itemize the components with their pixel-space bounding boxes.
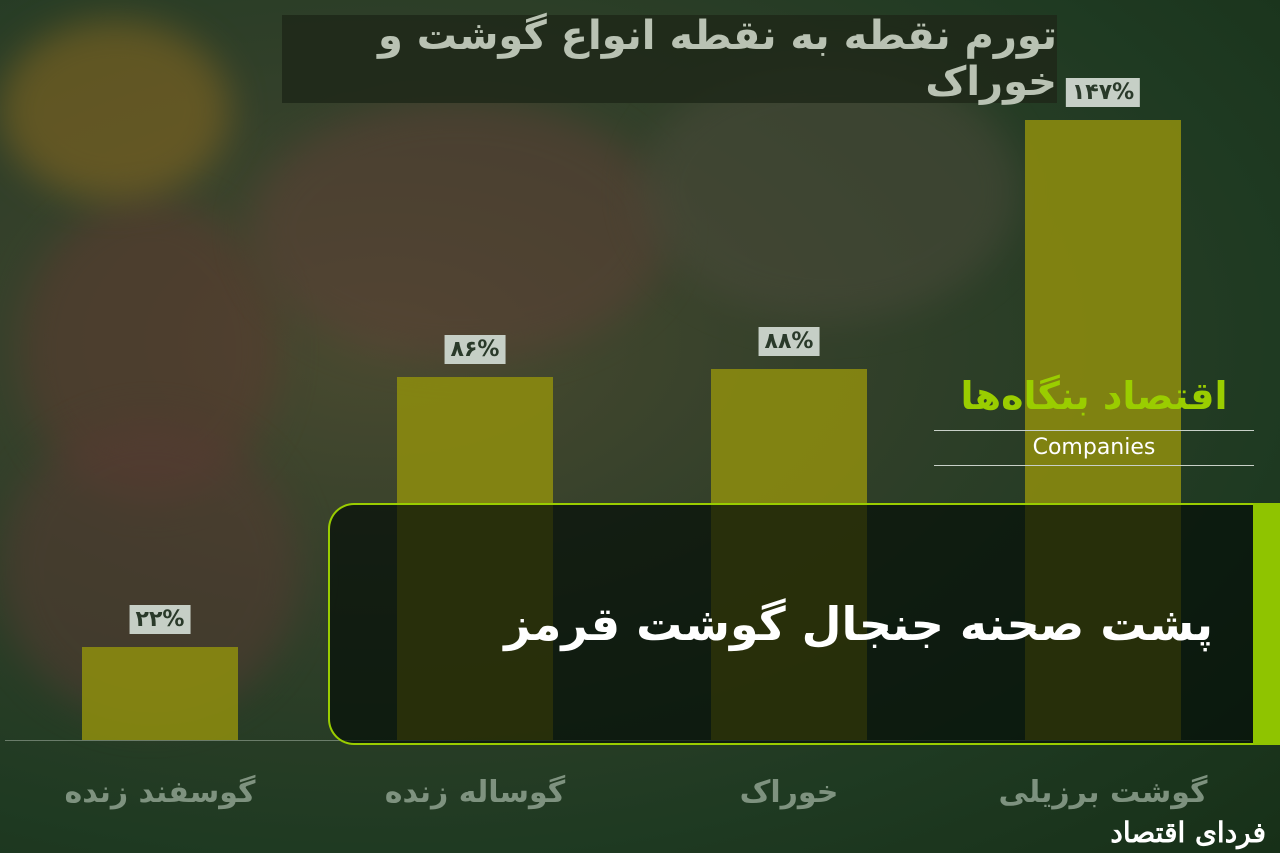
category-label: گوشت برزیلی — [998, 775, 1208, 810]
category-label: خوراک — [739, 775, 839, 810]
divider — [934, 465, 1254, 466]
data-label: ۲۲% — [129, 605, 191, 635]
accent-strip — [1253, 503, 1280, 745]
bar — [82, 647, 238, 740]
logo: فردای اقتصاد — [1110, 816, 1266, 849]
headline-banner: پشت صحنه جنجال گوشت قرمز — [328, 503, 1253, 745]
headline-text: پشت صحنه جنجال گوشت قرمز — [504, 597, 1213, 651]
data-label: ۸۸% — [758, 326, 820, 356]
category-label: گوسفند زنده — [64, 775, 256, 810]
brand-english: Companies — [1032, 435, 1156, 460]
divider — [934, 430, 1254, 431]
brand-persian: اقتصاد بنگاه‌ها — [960, 374, 1228, 418]
category-label: گوساله زنده — [384, 775, 566, 810]
data-label: ۸۶% — [444, 335, 506, 365]
chart-title: تورم نقطه به نقطه انواع گوشت و خوراک — [282, 13, 1057, 105]
brand-section: اقتصاد بنگاه‌ها Companies — [934, 362, 1254, 466]
data-label: ۱۴۷% — [1065, 78, 1141, 107]
